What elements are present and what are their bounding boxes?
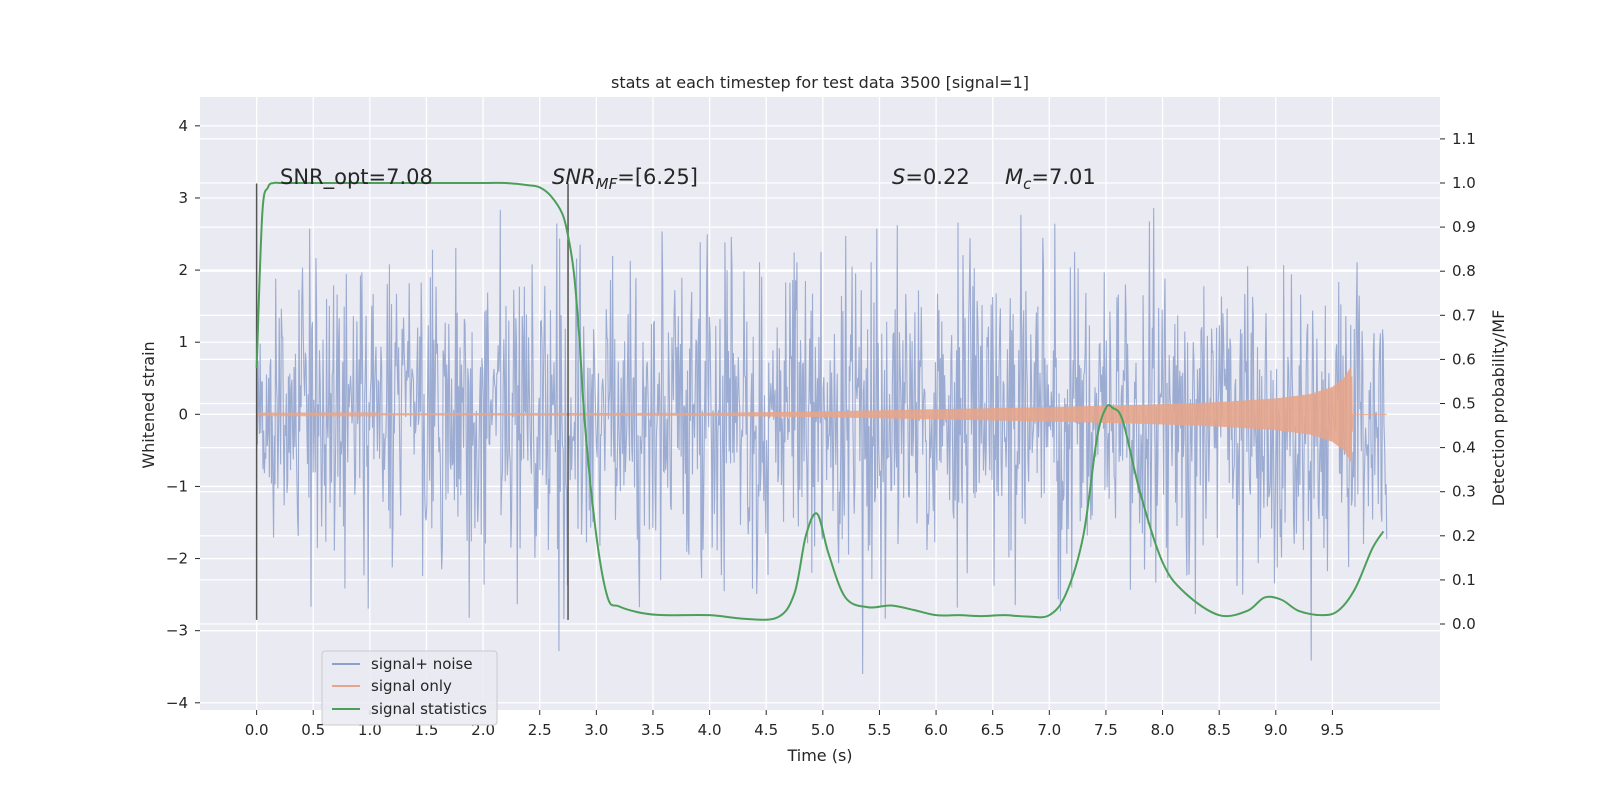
y-right-tick-label: 0.0 xyxy=(1452,615,1476,633)
annotation-s-value: =0.22 xyxy=(905,165,969,189)
y-right-tick-label: 0.6 xyxy=(1452,350,1476,368)
y-left-tick-label: 1 xyxy=(178,333,188,351)
x-tick-label: 7.0 xyxy=(1037,721,1061,739)
y-right-tick-label: 0.9 xyxy=(1452,218,1476,236)
y-right-tick-label: 0.1 xyxy=(1452,571,1476,589)
y-left-tick-label: −2 xyxy=(166,550,188,568)
signal-statistics-line xyxy=(255,181,1385,621)
x-tick-label: 8.5 xyxy=(1207,721,1231,739)
x-tick-label: 4.0 xyxy=(698,721,722,739)
annotation-s: S=0.22 xyxy=(892,165,970,189)
x-axis-title: Time (s) xyxy=(786,746,852,765)
y-right-tick-label: 0.7 xyxy=(1452,306,1476,324)
legend-label-signal-noise: signal+ noise xyxy=(371,655,473,673)
signal-only-series xyxy=(256,366,1387,464)
y-axis-right-ticks: 1.1 1.0 0.9 0.8 0.7 0.6 0.5 0.4 0.3 0.2 0.1 0.0 xyxy=(1440,130,1476,633)
x-tick-label: 2.5 xyxy=(528,721,552,739)
y-axis-left-ticks: 4 3 2 1 0 −1 −2 −3 −4 xyxy=(166,117,200,712)
annotation-snr-mf: SNRMF=[6.25] xyxy=(552,165,698,193)
x-tick-label: 4.5 xyxy=(754,721,778,739)
x-tick-label: 6.0 xyxy=(924,721,948,739)
vertical-markers xyxy=(255,183,569,620)
annotation-snr-opt: SNR_opt=7.08 xyxy=(280,165,433,190)
x-tick-label: 0.0 xyxy=(245,721,269,739)
y-right-tick-label: 0.4 xyxy=(1452,439,1476,457)
y-left-tick-label: −3 xyxy=(166,622,188,640)
annotation-mc-subscript: c xyxy=(1023,175,1032,193)
x-tick-label: 9.0 xyxy=(1264,721,1288,739)
y-left-tick-label: 0 xyxy=(178,405,188,423)
annotation-snr-mf-symbol: SNR xyxy=(552,165,596,189)
x-tick-label: 3.0 xyxy=(584,721,608,739)
annotation-snr-mf-value: =[6.25] xyxy=(617,165,698,189)
legend: signal+ noise signal only signal statist… xyxy=(321,650,498,726)
x-tick-label: 7.5 xyxy=(1094,721,1118,739)
x-tick-label: 6.5 xyxy=(981,721,1005,739)
annotation-s-symbol: S xyxy=(892,165,905,189)
y-right-tick-label: 1.1 xyxy=(1452,130,1476,148)
y-right-tick-label: 0.2 xyxy=(1452,527,1476,545)
signal-only-line xyxy=(256,366,1387,464)
y-right-tick-label: 1.0 xyxy=(1452,174,1476,192)
annotation-snr-mf-subscript: MF xyxy=(596,175,618,193)
legend-box xyxy=(321,650,498,726)
y-left-tick-label: 3 xyxy=(178,189,188,207)
annotation-mc-value: =7.01 xyxy=(1031,165,1095,189)
y-left-tick-label: 2 xyxy=(178,261,188,279)
x-tick-label: 0.5 xyxy=(301,721,325,739)
x-tick-label: 5.0 xyxy=(811,721,835,739)
y-axis-right-title: Detection probability/MF xyxy=(1489,310,1508,507)
annotation-mc-symbol: M xyxy=(1005,165,1023,189)
y-right-tick-label: 0.5 xyxy=(1452,395,1476,413)
signal-statistics-series xyxy=(255,181,1385,621)
y-left-tick-label: −4 xyxy=(166,694,188,712)
legend-label-signal-only: signal only xyxy=(371,677,452,695)
y-left-tick-label: 4 xyxy=(178,117,188,135)
y-axis-left-title: Whitened strain xyxy=(139,341,158,468)
y-left-tick-label: −1 xyxy=(166,477,188,495)
annotations: SNR_opt=7.08 SNRMF=[6.25] S=0.22 Mc=7.01 xyxy=(280,165,1096,193)
chart-title: stats at each timestep for test data 350… xyxy=(611,73,1029,92)
x-tick-label: 5.5 xyxy=(868,721,892,739)
x-tick-label: 3.5 xyxy=(641,721,665,739)
annotation-mc: Mc=7.01 xyxy=(1005,165,1096,193)
y-right-tick-label: 0.3 xyxy=(1452,483,1476,501)
x-tick-label: 9.5 xyxy=(1320,721,1344,739)
x-tick-label: 8.0 xyxy=(1151,721,1175,739)
y-right-tick-label: 0.8 xyxy=(1452,262,1476,280)
legend-label-signal-statistics: signal statistics xyxy=(371,700,487,718)
